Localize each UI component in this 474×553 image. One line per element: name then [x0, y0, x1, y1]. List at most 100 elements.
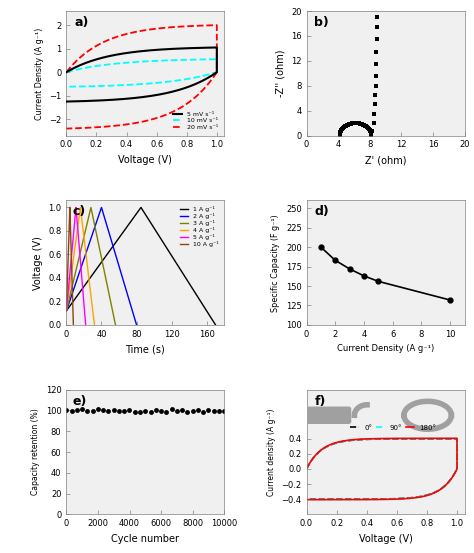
0° — [365, 496, 370, 503]
5 A g⁻¹ — [68, 254, 74, 261]
Y-axis label: Current Density (A g⁻¹): Current Density (A g⁻¹) — [35, 27, 44, 119]
X-axis label: Voltage (V): Voltage (V) — [359, 534, 412, 544]
5 A g⁻¹ — [83, 322, 89, 328]
X-axis label: Voltage (V): Voltage (V) — [118, 155, 172, 165]
Y-axis label: Capacity retention (%): Capacity retention (%) — [31, 409, 40, 495]
1 A g⁻¹ — [164, 244, 169, 251]
4 A g⁻¹ — [85, 264, 91, 270]
Line: 3 A g⁻¹: 3 A g⁻¹ — [66, 207, 116, 325]
3 A g⁻¹ — [76, 254, 82, 261]
Legend: 1 A g⁻¹, 2 A g⁻¹, 3 A g⁻¹, 4 A g⁻¹, 5 A g⁻¹, 10 A g⁻¹: 1 A g⁻¹, 2 A g⁻¹, 3 A g⁻¹, 4 A g⁻¹, 5 A … — [178, 204, 221, 249]
Text: a): a) — [74, 16, 89, 29]
2 A g⁻¹ — [99, 204, 104, 211]
Y-axis label: Voltage (V): Voltage (V) — [33, 236, 43, 290]
5 A g⁻¹ — [67, 271, 73, 278]
10 A g⁻¹ — [64, 307, 69, 314]
2 A g⁻¹ — [105, 226, 110, 232]
0° — [437, 435, 442, 442]
3 A g⁻¹ — [88, 204, 94, 211]
Text: b): b) — [314, 16, 329, 29]
5 A g⁻¹ — [76, 244, 82, 251]
2 A g⁻¹ — [134, 322, 139, 328]
90° — [304, 466, 310, 472]
3 A g⁻¹ — [92, 226, 98, 232]
90° — [370, 496, 375, 503]
5 A g⁻¹ — [78, 264, 84, 270]
Y-axis label: Specific Capacity (F g⁻¹): Specific Capacity (F g⁻¹) — [271, 214, 280, 311]
180° — [426, 435, 431, 442]
X-axis label: Cycle number: Cycle number — [111, 534, 179, 544]
90° — [437, 435, 442, 442]
180° — [398, 495, 403, 502]
0° — [454, 435, 460, 442]
2 A g⁻¹ — [64, 307, 69, 314]
Y-axis label: -Z'' (ohm): -Z'' (ohm) — [275, 50, 285, 97]
Line: 2 A g⁻¹: 2 A g⁻¹ — [66, 207, 137, 325]
2 A g⁻¹ — [95, 214, 101, 221]
Legend: 5 mV s⁻¹, 10 mV s⁻¹, 20 mV s⁻¹: 5 mV s⁻¹, 10 mV s⁻¹, 20 mV s⁻¹ — [171, 109, 221, 133]
2 A g⁻¹ — [110, 244, 116, 251]
X-axis label: Current Density (A g⁻¹): Current Density (A g⁻¹) — [337, 345, 434, 353]
Line: 5 A g⁻¹: 5 A g⁻¹ — [66, 207, 86, 325]
10 A g⁻¹ — [67, 214, 73, 221]
10 A g⁻¹ — [67, 204, 73, 211]
0° — [398, 495, 403, 502]
3 A g⁻¹ — [64, 307, 69, 314]
5 A g⁻¹ — [73, 204, 79, 211]
4 A g⁻¹ — [91, 322, 97, 328]
2 A g⁻¹ — [82, 254, 87, 261]
1 A g⁻¹ — [131, 214, 137, 221]
1 A g⁻¹ — [213, 322, 219, 328]
10 A g⁻¹ — [65, 271, 71, 278]
0° — [335, 440, 340, 446]
0° — [370, 496, 375, 503]
10 A g⁻¹ — [68, 244, 74, 251]
180° — [454, 435, 460, 442]
Text: e): e) — [73, 395, 87, 408]
10 A g⁻¹ — [69, 264, 74, 270]
10 A g⁻¹ — [68, 226, 73, 232]
10 A g⁻¹ — [65, 254, 71, 261]
3 A g⁻¹ — [86, 214, 91, 221]
1 A g⁻¹ — [90, 271, 96, 278]
4 A g⁻¹ — [82, 244, 88, 251]
90° — [454, 435, 460, 442]
4 A g⁻¹ — [78, 204, 83, 211]
3 A g⁻¹ — [113, 322, 118, 328]
X-axis label: Z' (ohm): Z' (ohm) — [365, 155, 406, 165]
4 A g⁻¹ — [69, 271, 74, 278]
4 A g⁻¹ — [80, 226, 86, 232]
3 A g⁻¹ — [96, 244, 102, 251]
Line: 10 A g⁻¹: 10 A g⁻¹ — [66, 207, 73, 325]
4 A g⁻¹ — [64, 307, 69, 314]
90° — [304, 496, 310, 503]
180° — [304, 466, 310, 472]
90° — [398, 495, 403, 502]
Line: 180°: 180° — [307, 439, 457, 500]
Text: c): c) — [73, 205, 86, 218]
1 A g⁻¹ — [138, 204, 144, 211]
Text: f): f) — [314, 395, 326, 408]
4 A g⁻¹ — [71, 254, 76, 261]
3 A g⁻¹ — [100, 264, 106, 270]
2 A g⁻¹ — [117, 264, 122, 270]
180° — [437, 435, 442, 442]
0° — [426, 436, 431, 442]
Line: 1 A g⁻¹: 1 A g⁻¹ — [66, 207, 216, 325]
180° — [365, 496, 370, 503]
1 A g⁻¹ — [152, 226, 157, 232]
1 A g⁻¹ — [64, 307, 69, 314]
Line: 90°: 90° — [307, 439, 457, 499]
Line: 0°: 0° — [307, 439, 457, 499]
0° — [304, 466, 310, 472]
5 A g⁻¹ — [75, 226, 81, 232]
Legend: 0°, 90°, 180°: 0°, 90°, 180° — [347, 422, 439, 434]
0° — [304, 496, 310, 503]
90° — [335, 439, 340, 446]
X-axis label: Time (s): Time (s) — [126, 345, 165, 354]
90° — [365, 496, 370, 503]
Text: d): d) — [314, 205, 329, 218]
5 A g⁻¹ — [64, 307, 69, 314]
4 A g⁻¹ — [76, 214, 82, 221]
5 A g⁻¹ — [72, 214, 78, 221]
